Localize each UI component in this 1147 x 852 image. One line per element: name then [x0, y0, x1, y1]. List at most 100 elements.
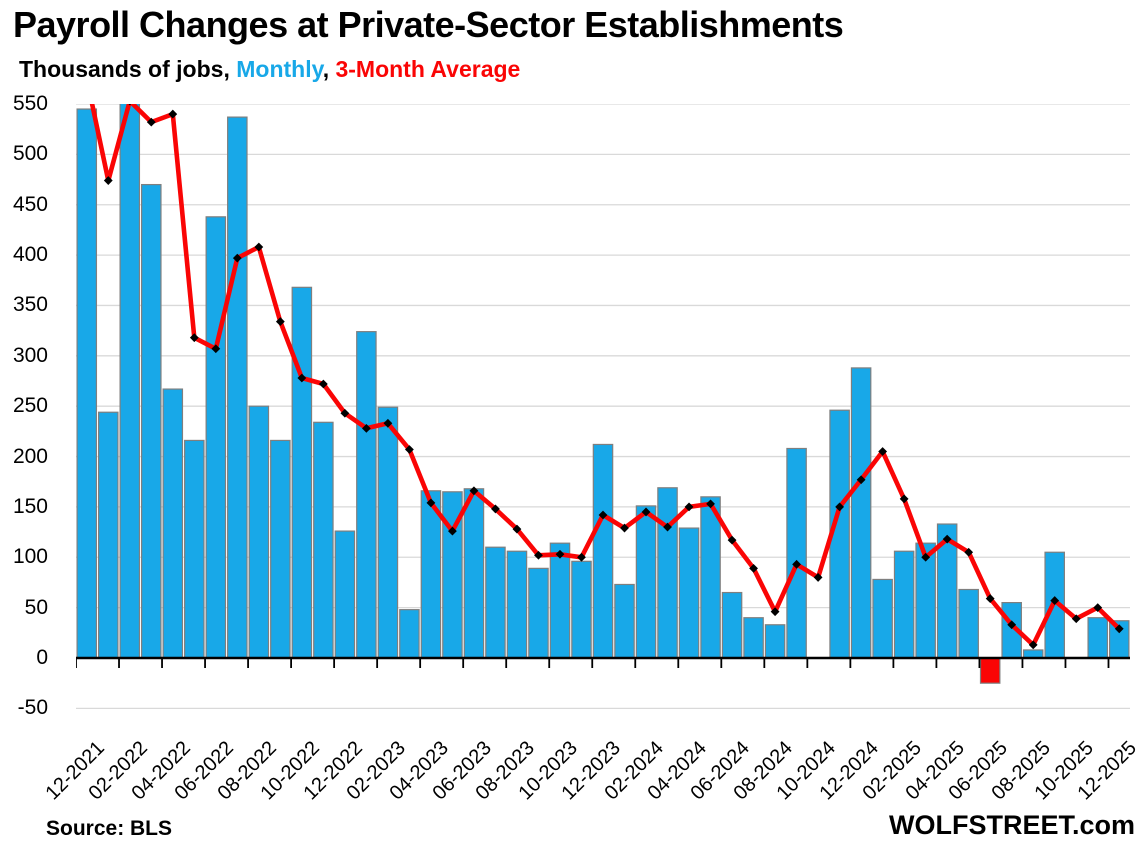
bar-08-2023	[506, 550, 528, 659]
y-tick-label-500: 500	[12, 142, 48, 166]
bar-01-2024	[614, 583, 635, 659]
x-tick-label-12-2022: 12-2022	[299, 737, 367, 805]
bar-05-2022	[184, 439, 205, 659]
x-tick-label-04-2025: 04-2025	[901, 737, 969, 805]
bar-12-2021	[76, 108, 98, 659]
x-tick-label-12-2024: 12-2024	[815, 737, 883, 805]
subtitle-units: Thousands of jobs,	[19, 56, 237, 82]
bar-01-2025	[872, 578, 893, 659]
y-tick-label--50: -50	[17, 696, 48, 720]
line-marker-03-2022	[146, 117, 156, 127]
y-tick-label-550: 550	[12, 92, 48, 115]
x-tick-label-12-2021: 12-2021	[41, 737, 109, 805]
x-tick-label-06-2023: 06-2023	[428, 737, 496, 805]
line-marker-11-2022	[318, 379, 328, 389]
bar-12-2023	[592, 443, 614, 659]
x-tick-label-10-2023: 10-2023	[514, 737, 582, 805]
bar-05-2025	[958, 588, 979, 659]
bar-03-2024	[657, 487, 678, 659]
line-marker-01-2025	[878, 447, 888, 456]
x-tick-label-08-2023: 08-2023	[471, 737, 539, 805]
line-marker-02-2022	[128, 104, 132, 106]
line-marker-03-2024	[663, 522, 672, 532]
wolfstreet-brand: WOLFSTREET.com	[888, 810, 1135, 840]
line-marker-04-2025	[942, 534, 952, 544]
line-marker-06-2024	[727, 535, 737, 545]
bar-11-2023	[571, 560, 592, 659]
bar-04-2023	[420, 490, 442, 659]
y-tick-label-250: 250	[12, 394, 48, 418]
line-marker-05-2023	[448, 526, 457, 536]
line-marker-10-2022	[297, 373, 307, 383]
bar-02-2025	[893, 550, 915, 659]
y-tick-label-200: 200	[12, 444, 48, 468]
line-marker-05-2024	[706, 499, 715, 509]
line-marker-11-2023	[577, 552, 586, 562]
y-axis-labels: 550 500 450 400 350 300 250 200 150 100 50 0 -50	[0, 0, 48, 852]
line-marker-04-2024	[684, 502, 694, 512]
x-tick-label-04-2024: 04-2024	[643, 737, 711, 805]
bar-12-2024	[850, 367, 872, 659]
source-note: Source: BLS	[46, 817, 173, 840]
bar-04-2022	[162, 388, 184, 659]
line-marker-08-2025	[1028, 640, 1038, 650]
line-marker-12-2024	[856, 475, 866, 485]
y-tick-label-0: 0	[36, 646, 48, 669]
line-marker-10-2023	[555, 549, 565, 559]
line-marker-03-2023	[405, 445, 414, 454]
bar-09-2022	[270, 439, 291, 659]
x-tick-label-06-2025: 06-2025	[944, 737, 1012, 805]
y-tick-label-150: 150	[12, 494, 48, 518]
line-marker-07-2023	[491, 504, 500, 514]
bar-07-2022	[227, 116, 248, 659]
line-marker-01-2024	[620, 523, 629, 533]
bar-06-2024	[721, 591, 743, 659]
bar-03-2022	[141, 183, 162, 659]
bar-07-2024	[743, 617, 764, 659]
x-tick-label-10-2022: 10-2022	[256, 737, 324, 805]
line-marker-12-2025	[1114, 624, 1124, 634]
x-tick-label-12-2025: 12-2025	[1073, 737, 1142, 805]
x-tick-label-10-2025: 10-2025	[1030, 737, 1099, 805]
x-tick-label-08-2022: 08-2022	[213, 737, 281, 805]
line-marker-08-2024	[770, 607, 780, 617]
x-tick-label-08-2025: 08-2025	[987, 737, 1056, 805]
x-tick-label-02-2023: 02-2023	[342, 737, 410, 805]
line-marker-05-2025	[964, 547, 974, 557]
line-marker-06-2025	[985, 594, 995, 603]
line-marker-11-2024	[835, 502, 845, 512]
line-marker-03-2025	[921, 552, 931, 562]
bar-10-2023	[549, 542, 571, 659]
legend-monthly: Monthly	[236, 56, 323, 82]
y-tick-label-450: 450	[12, 192, 48, 216]
bar-08-2022	[248, 405, 270, 659]
bar-08-2024	[764, 624, 786, 659]
bar-02-2023	[377, 406, 399, 659]
y-tick-label-400: 400	[12, 243, 48, 267]
line-marker-09-2022	[275, 317, 285, 326]
x-tick-label-02-2024: 02-2024	[600, 737, 668, 805]
payroll-chart-canvas	[76, 104, 1130, 710]
bar-01-2022	[97, 411, 119, 659]
bar-05-2024	[700, 496, 721, 659]
line-marker-04-2023	[426, 498, 436, 508]
line-marker-07-2025	[1007, 620, 1017, 630]
bar-02-2024	[635, 505, 657, 659]
bar-07-2023	[485, 546, 506, 659]
line-marker-12-2023	[598, 510, 608, 520]
bar-06-2022	[205, 216, 227, 659]
x-tick-label-06-2022: 06-2022	[170, 737, 238, 805]
line-marker-06-2023	[469, 486, 479, 496]
line-marker-02-2024	[641, 507, 651, 517]
plot-area	[76, 104, 1130, 712]
bar-02-2022	[119, 104, 141, 659]
chart-subtitle: Thousands of jobs, Monthly, 3-Month Aver…	[19, 56, 520, 83]
bar-12-2022	[334, 530, 356, 659]
x-tick-label-02-2025: 02-2025	[858, 737, 926, 805]
line-marker-08-2023	[512, 524, 522, 534]
bar-11-2025	[1087, 617, 1109, 659]
y-tick-label-50: 50	[24, 595, 48, 619]
bar-03-2023	[399, 609, 420, 659]
subtitle-separator: ,	[322, 56, 336, 82]
bar-01-2023	[356, 331, 377, 659]
